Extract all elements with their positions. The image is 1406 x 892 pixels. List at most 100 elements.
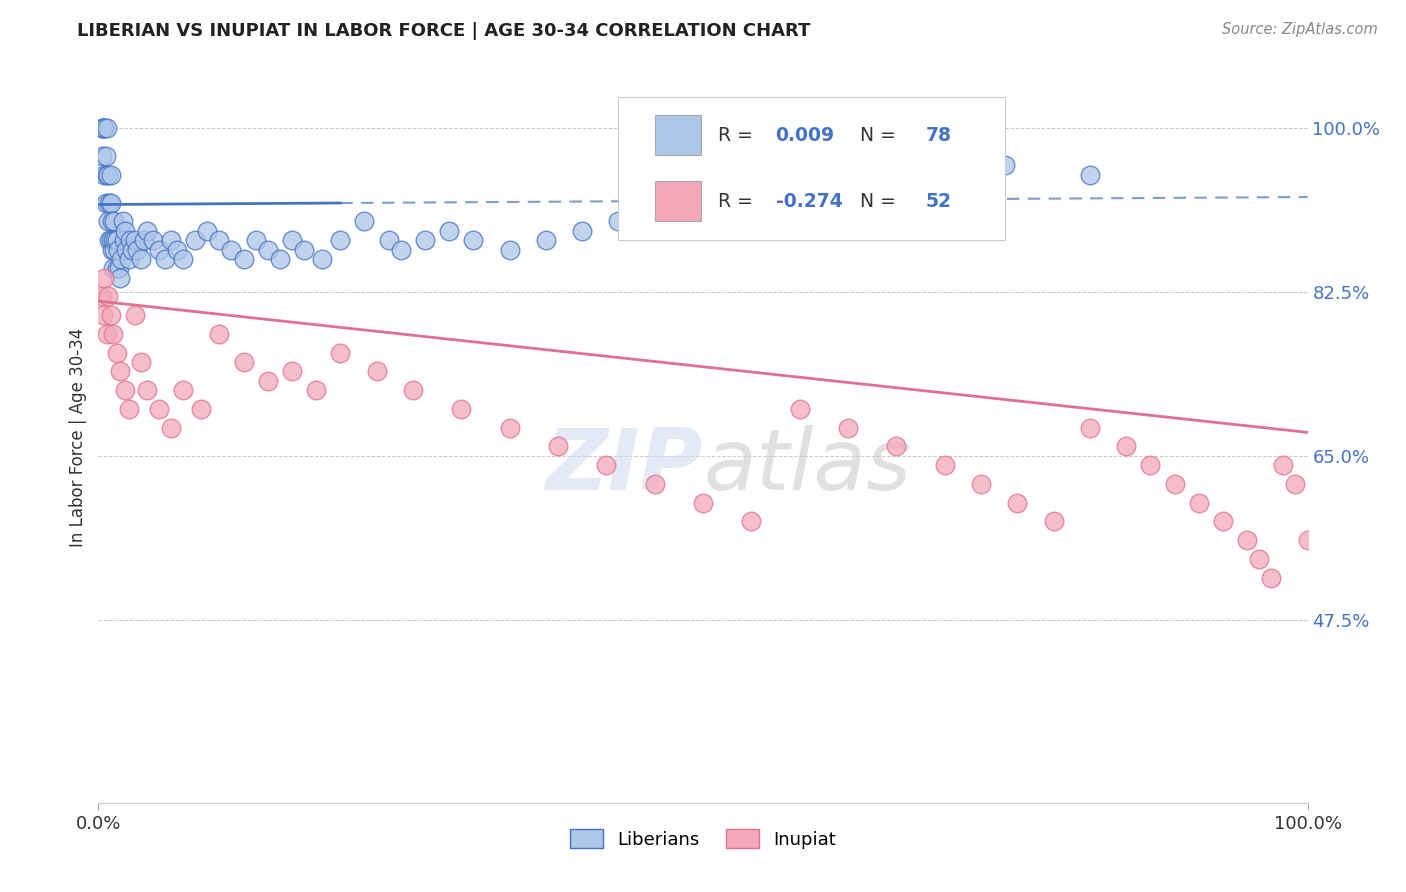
Point	[208, 233, 231, 247]
Point	[93, 120, 115, 135]
Point	[256, 243, 278, 257]
Text: N =: N =	[848, 126, 903, 145]
Point	[740, 515, 762, 529]
Point	[1212, 515, 1234, 529]
Point	[692, 195, 714, 210]
Point	[1260, 571, 1282, 585]
Text: N =: N =	[848, 192, 903, 211]
Point	[1188, 496, 1211, 510]
Point	[232, 252, 254, 266]
Point	[692, 496, 714, 510]
Point	[91, 120, 114, 135]
Point	[100, 243, 122, 257]
Point	[547, 440, 569, 454]
Point	[134, 233, 156, 247]
Point	[105, 261, 128, 276]
Point	[107, 243, 129, 257]
Point	[281, 364, 304, 378]
Point	[104, 233, 127, 247]
Point	[153, 252, 176, 266]
Point	[101, 261, 124, 276]
Point	[311, 252, 333, 266]
Point	[389, 243, 412, 257]
Text: Source: ZipAtlas.com: Source: ZipAtlas.com	[1222, 22, 1378, 37]
Point	[101, 326, 124, 341]
Point	[534, 233, 557, 247]
Point	[108, 261, 131, 276]
Text: R =: R =	[717, 192, 758, 211]
Point	[269, 252, 291, 266]
Point	[114, 383, 136, 397]
Point	[1249, 552, 1271, 566]
FancyBboxPatch shape	[655, 115, 700, 155]
Point	[281, 233, 304, 247]
Point	[94, 195, 117, 210]
Text: 52: 52	[925, 192, 952, 211]
Point	[1236, 533, 1258, 548]
Point	[100, 233, 122, 247]
Point	[135, 224, 157, 238]
Point	[100, 214, 122, 228]
Text: ZIP: ZIP	[546, 425, 703, 508]
Point	[195, 224, 218, 238]
Point	[184, 233, 207, 247]
Point	[644, 477, 666, 491]
Point	[105, 345, 128, 359]
Point	[94, 149, 117, 163]
Point	[1272, 458, 1295, 473]
Point	[97, 168, 120, 182]
Point	[100, 195, 122, 210]
Point	[93, 168, 115, 182]
Point	[148, 401, 170, 416]
Point	[114, 224, 136, 238]
Point	[571, 224, 593, 238]
Point	[305, 383, 328, 397]
Point	[789, 401, 811, 416]
Point	[353, 214, 375, 228]
Point	[256, 374, 278, 388]
Point	[1284, 477, 1306, 491]
Point	[97, 289, 120, 303]
Point	[402, 383, 425, 397]
Point	[96, 326, 118, 341]
Point	[644, 205, 666, 219]
Point	[129, 252, 152, 266]
Point	[498, 243, 520, 257]
Point	[970, 477, 993, 491]
Point	[1042, 515, 1064, 529]
Point	[160, 420, 183, 434]
Point	[934, 168, 956, 182]
Point	[111, 214, 134, 228]
Text: LIBERIAN VS INUPIAT IN LABOR FORCE | AGE 30-34 CORRELATION CHART: LIBERIAN VS INUPIAT IN LABOR FORCE | AGE…	[77, 22, 811, 40]
Point	[1139, 458, 1161, 473]
Point	[221, 243, 243, 257]
Point	[245, 233, 267, 247]
Point	[413, 233, 436, 247]
Point	[108, 364, 131, 378]
Point	[160, 233, 183, 247]
Point	[103, 214, 125, 228]
Point	[96, 120, 118, 135]
Point	[103, 243, 125, 257]
Point	[1115, 440, 1137, 454]
Point	[1163, 477, 1185, 491]
Text: 0.009: 0.009	[776, 126, 835, 145]
Point	[127, 243, 149, 257]
Point	[934, 458, 956, 473]
Point	[366, 364, 388, 378]
FancyBboxPatch shape	[619, 97, 1005, 240]
Point	[101, 233, 124, 247]
Point	[232, 355, 254, 369]
Point	[98, 195, 121, 210]
Point	[108, 270, 131, 285]
Point	[1007, 496, 1029, 510]
Point	[607, 214, 630, 228]
Point	[118, 252, 141, 266]
Point	[329, 345, 352, 359]
Text: -0.274: -0.274	[776, 192, 842, 211]
Point	[118, 233, 141, 247]
Point	[124, 308, 146, 322]
Point	[837, 420, 859, 434]
Point	[110, 252, 132, 266]
Point	[886, 440, 908, 454]
